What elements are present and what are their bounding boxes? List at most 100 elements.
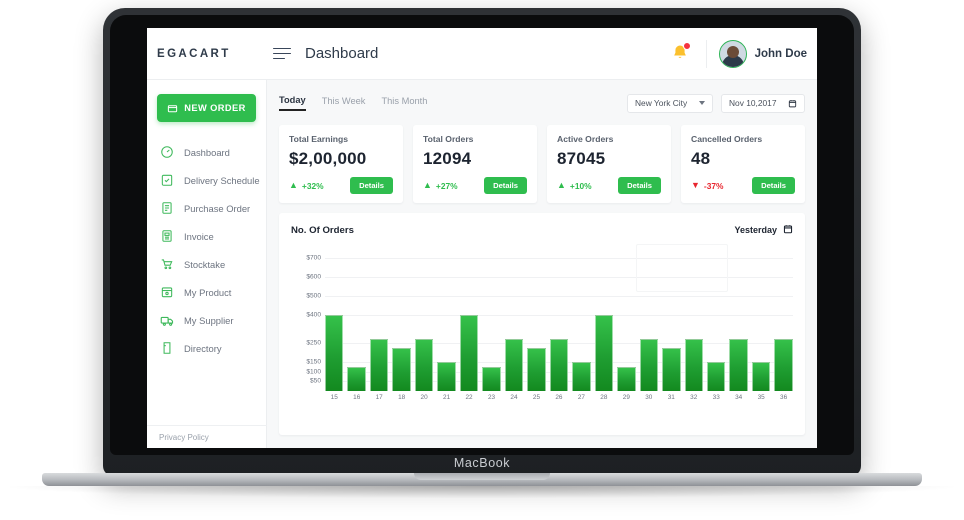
- sidebar-item-label: My Product: [184, 286, 232, 298]
- new-order-icon: [167, 103, 178, 114]
- x-axis-tick: 24: [510, 394, 518, 401]
- x-axis-tick: 21: [443, 394, 451, 401]
- new-order-button[interactable]: NEW ORDER: [157, 94, 256, 122]
- privacy-policy-link[interactable]: Privacy Policy: [147, 425, 267, 442]
- topbar-divider: [705, 39, 707, 68]
- tab-this-month[interactable]: This Month: [381, 96, 428, 106]
- chart-bar[interactable]: [572, 362, 591, 391]
- x-axis-tick: 26: [555, 394, 563, 401]
- arrow-down-icon: ▼: [691, 180, 700, 190]
- chart-bar[interactable]: [414, 338, 434, 391]
- gridline: [325, 295, 793, 297]
- brand-logo: EGACART: [157, 47, 231, 60]
- speedometer-icon: [159, 144, 175, 160]
- sidebar-item-stocktake[interactable]: Stocktake: [147, 250, 266, 278]
- chart-bar[interactable]: [617, 367, 636, 391]
- tab-this-week[interactable]: This Week: [321, 96, 366, 106]
- sidebar: NEW ORDER Dashboard: [147, 80, 267, 448]
- user-name[interactable]: John Doe: [754, 47, 807, 60]
- stat-card-value: 87045: [557, 149, 606, 168]
- chart-period-selector[interactable]: Yesterday: [734, 224, 793, 236]
- chart-bars: [325, 248, 793, 391]
- document-list-icon: [159, 200, 175, 216]
- x-axis-tick: 20: [420, 394, 428, 401]
- sidebar-item-my-product[interactable]: My Product: [147, 278, 266, 306]
- new-order-label: NEW ORDER: [184, 103, 246, 113]
- stat-card-cancelled-orders: Cancelled Orders 48 ▼ -37% Details: [681, 125, 805, 203]
- filter-bar: Today This Week This Month New York City…: [279, 90, 805, 116]
- y-axis-tick: $700: [306, 254, 321, 262]
- chart-bar[interactable]: [347, 367, 366, 391]
- chart-bar[interactable]: [392, 348, 411, 391]
- x-axis-tick: 28: [600, 394, 608, 401]
- chart-bar[interactable]: [482, 367, 501, 391]
- chart-bar[interactable]: [684, 338, 703, 391]
- hamburger-icon[interactable]: [273, 44, 291, 62]
- chart-bar[interactable]: [437, 362, 456, 391]
- avatar[interactable]: [718, 39, 747, 68]
- stat-card-title: Active Orders: [557, 134, 614, 144]
- x-axis-tick: 25: [532, 394, 540, 401]
- sidebar-item-invoice[interactable]: Invoice: [147, 222, 266, 250]
- x-axis-tick: 22: [465, 394, 473, 401]
- bell-icon[interactable]: [670, 41, 691, 65]
- sidebar-item-label: My Supplier: [184, 314, 234, 326]
- gridline: [325, 257, 793, 259]
- sidebar-item-my-supplier[interactable]: My Supplier: [147, 306, 266, 334]
- stat-card-delta-value: -37%: [703, 180, 724, 191]
- chart-bar[interactable]: [369, 338, 389, 391]
- chart-bar[interactable]: [527, 348, 546, 391]
- page-title: Dashboard: [305, 45, 379, 62]
- shopping-cart-icon: [159, 256, 175, 272]
- app-screen: EGACART Dashboard John Doe: [147, 28, 817, 448]
- sidebar-item-dashboard[interactable]: Dashboard: [147, 138, 266, 166]
- laptop-base-notch: [414, 473, 550, 480]
- stat-card-title: Total Earnings: [289, 134, 349, 144]
- stat-card-delta-value: +10%: [569, 180, 592, 191]
- stat-card-delta: ▲ +10%: [557, 181, 592, 191]
- stat-card-title: Total Orders: [423, 134, 474, 144]
- arrow-up-icon: ▲: [557, 180, 566, 190]
- chart-header: No. Of Orders Yesterday: [291, 224, 793, 236]
- delivery-truck-icon: [159, 312, 175, 328]
- main-content: Today This Week This Month New York City…: [267, 80, 817, 448]
- sidebar-item-label: Invoice: [184, 230, 214, 242]
- sidebar-item-delivery-schedule[interactable]: Delivery Schedule: [147, 166, 266, 194]
- details-button[interactable]: Details: [350, 177, 393, 194]
- x-axis-tick: 27: [577, 394, 585, 401]
- chart-bar[interactable]: [594, 314, 614, 391]
- orders-chart-panel: No. Of Orders Yesterday $700 $600 $500 $400…: [279, 213, 805, 435]
- tab-today[interactable]: Today: [279, 95, 306, 111]
- y-axis-tick: $50: [309, 377, 321, 385]
- details-button[interactable]: Details: [618, 177, 661, 194]
- sidebar-item-directory[interactable]: Directory: [147, 334, 266, 362]
- chart-period-label: Yesterday: [734, 225, 777, 235]
- chart-bar[interactable]: [662, 348, 681, 391]
- details-button[interactable]: Details: [484, 177, 527, 194]
- chart-bar[interactable]: [459, 314, 479, 391]
- chart-bar[interactable]: [751, 362, 771, 391]
- sidebar-nav: Dashboard Delivery Schedule: [147, 138, 266, 362]
- chart-bar[interactable]: [774, 338, 793, 391]
- chart-bar[interactable]: [729, 338, 748, 391]
- chart-bar[interactable]: [706, 362, 726, 391]
- chart-bar[interactable]: [325, 314, 344, 391]
- chart-bar[interactable]: [504, 338, 524, 391]
- x-axis-tick: 33: [712, 394, 720, 401]
- x-axis-tick: 30: [645, 394, 653, 401]
- x-axis-tick: 32: [690, 394, 698, 401]
- city-select[interactable]: New York City: [627, 93, 713, 113]
- x-axis-tick: 35: [757, 394, 765, 401]
- chart-bar[interactable]: [549, 338, 569, 391]
- details-button[interactable]: Details: [752, 177, 795, 194]
- stat-cards: Total Earnings $2,00,000 ▲ +32% Details …: [279, 125, 805, 203]
- y-axis-tick: $400: [306, 311, 321, 319]
- date-picker[interactable]: Nov 10,2017: [721, 93, 805, 113]
- sidebar-item-purchase-order[interactable]: Purchase Order: [147, 194, 266, 222]
- stat-card-footer: ▲ +27% Details: [423, 177, 527, 194]
- chart-bar[interactable]: [639, 338, 659, 391]
- city-select-value: New York City: [635, 98, 688, 108]
- arrow-up-icon: ▲: [289, 180, 298, 190]
- stat-card-total-earnings: Total Earnings $2,00,000 ▲ +32% Details: [279, 125, 403, 203]
- x-axis-tick: 23: [487, 394, 496, 401]
